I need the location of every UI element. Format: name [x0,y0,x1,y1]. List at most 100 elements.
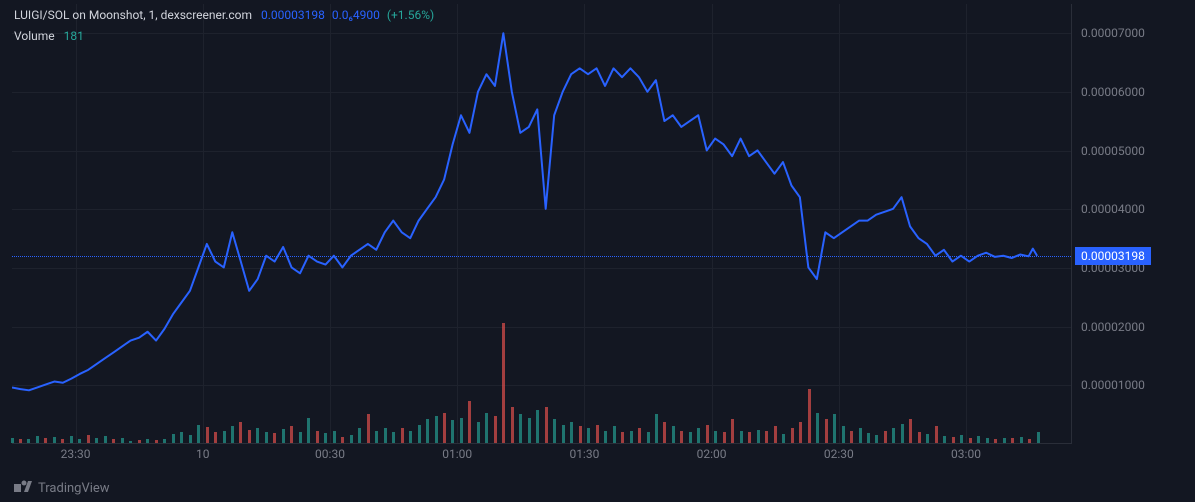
tradingview-logo-icon [14,480,32,496]
volume-bar [468,401,471,443]
x-tick-label: 23:30 [61,447,91,461]
volume-bar [613,426,616,443]
volume-bar [358,428,361,443]
volume-bar [859,428,862,443]
volume-bar [960,435,963,443]
volume-bar [223,431,226,443]
volume-bar [875,435,878,443]
volume-bar [53,437,56,443]
volume-bar [451,420,454,443]
volume-bar [112,439,115,443]
volume-bar [926,434,929,443]
volume-bar [206,427,209,443]
volume-bar [197,425,200,443]
volume-bar [697,428,700,443]
volume-bar [596,425,599,443]
y-tick-label: 0.00005000 [1081,144,1145,158]
volume-bar [78,439,81,443]
volume-bar [562,425,565,443]
gridline-h [12,209,1071,210]
volume-bar [884,431,887,443]
volume-bar [943,436,946,443]
volume-bar [138,440,141,443]
volume-bar [477,422,480,443]
volume-bar [418,425,421,443]
x-tick-label: 02:30 [824,447,854,461]
volume-bar [748,432,751,443]
volume-bar [180,432,183,443]
volume-bar [367,414,370,443]
tradingview-attribution[interactable]: TradingView [14,480,110,496]
volume-bar [680,431,683,443]
chart-legend: LUIGI/SOL on Moonshot, 1, dexscreener.co… [14,6,434,46]
volume-bar [757,430,760,443]
volume-bar [324,433,327,443]
volume-bar [731,419,734,443]
volume-bar [850,431,853,443]
volume-bar [918,432,921,443]
volume-bar [892,428,895,443]
volume-bar [774,426,777,443]
volume-bar [621,432,624,443]
volume-bar [1037,432,1040,443]
x-tick-label: 01:00 [442,447,472,461]
volume-bar [528,418,531,443]
volume-bar [791,428,794,443]
volume-bar [426,419,429,443]
volume-bar [239,422,242,443]
volume-bar [494,416,497,443]
gridline-h [12,92,1071,93]
x-tick-label: 10 [196,447,210,461]
volume-bar [273,433,276,443]
volume-bar [867,433,870,443]
volume-bar [95,438,98,443]
volume-bar [1011,438,1014,443]
volume-bar [299,432,302,443]
volume-bar [265,432,268,443]
volume-bar [545,407,548,443]
volume-bar [706,425,709,443]
volume-bar [1020,437,1023,443]
volume-bar [579,426,582,443]
volume-bar [146,439,149,443]
volume-bar [409,431,412,443]
volume-bar [714,431,717,443]
volume-bar [231,426,234,443]
volume-bar [121,438,124,443]
volume-bar [27,439,30,443]
volume-bar [460,418,463,443]
volume-bar [723,432,726,443]
volume-bar [375,431,378,443]
volume-bar [443,413,446,443]
plot-area[interactable] [12,4,1072,444]
volume-bar [935,426,938,443]
volume-bar [647,432,650,443]
volume-bar [570,422,573,443]
volume-bar [689,432,692,443]
volume-bar [290,426,293,443]
volume-bar [502,323,505,443]
y-axis: 0.000010000.000020000.000030000.00004000… [1075,4,1195,444]
volume-bar [384,428,387,443]
volume-bar [587,428,590,443]
volume-bar [986,438,989,443]
volume-bar [350,435,353,443]
price-change: 0.0₆4900 [332,8,380,22]
volume-bar [341,437,344,443]
volume-bar [36,436,39,443]
volume-bar [155,440,158,443]
volume-bar [104,436,107,443]
volume-bar [536,410,539,443]
volume-bar [19,439,22,443]
volume-bar [511,407,514,443]
volume-bar [816,413,819,443]
volume-bar [282,429,285,443]
pair-label: LUIGI/SOL on Moonshot, 1, dexscreener.co… [14,8,252,22]
volume-bar [44,438,47,443]
volume-bar [901,424,904,443]
chart-container[interactable]: LUIGI/SOL on Moonshot, 1, dexscreener.co… [0,0,1195,475]
y-tick-label: 0.00001000 [1081,378,1145,392]
volume-bar [401,428,404,443]
x-tick-label: 01:30 [569,447,599,461]
volume-bar [969,438,972,443]
